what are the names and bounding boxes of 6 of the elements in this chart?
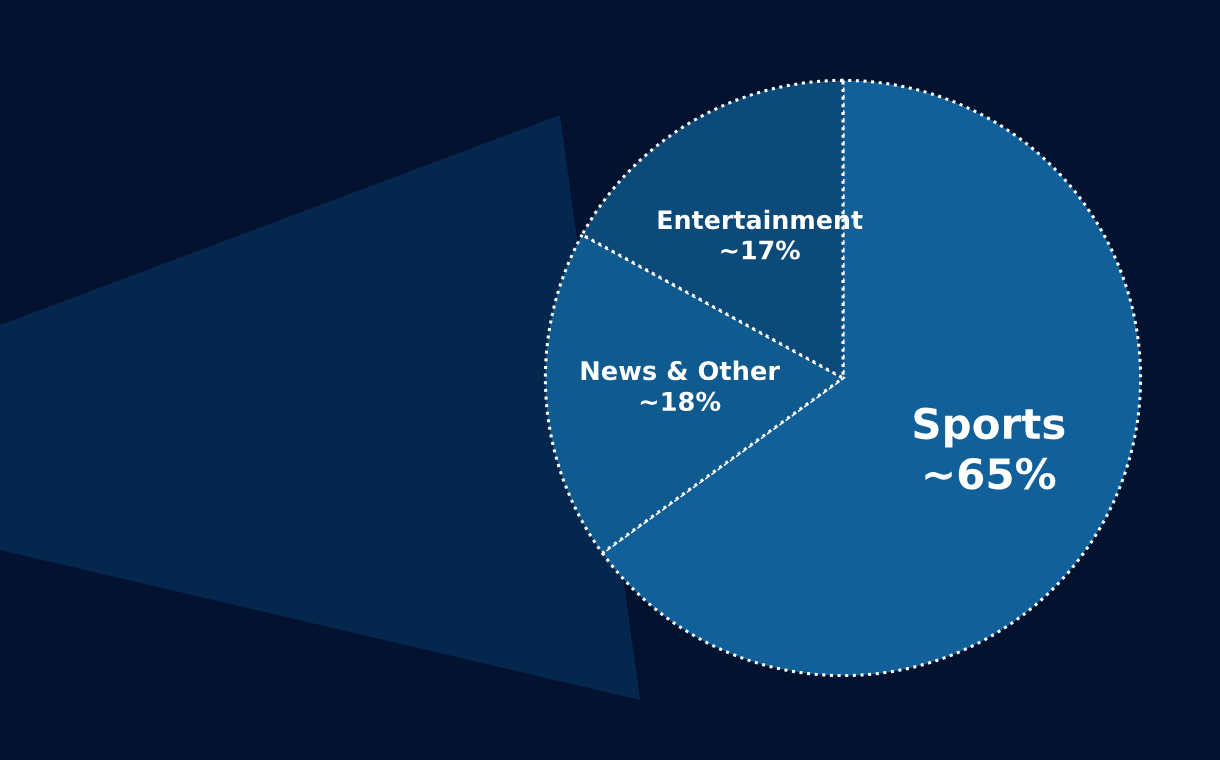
data-label: ~18% <box>640 391 721 412</box>
slice-label: Sports <box>914 407 1065 448</box>
slice-label: News & Other <box>581 360 780 381</box>
data-label: ~65% <box>925 457 1056 490</box>
data-label: ~17% <box>721 240 800 260</box>
slice-label: Entertainment <box>658 209 863 230</box>
